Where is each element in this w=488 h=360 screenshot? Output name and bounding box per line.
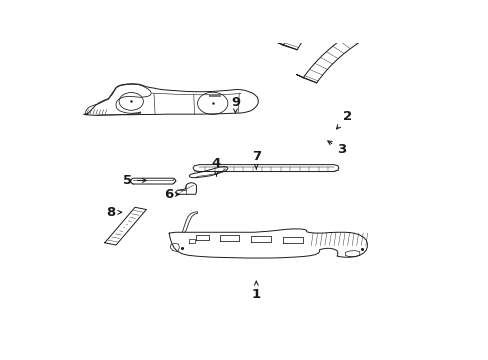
Text: 6: 6 [164,188,179,201]
Text: 5: 5 [122,174,146,187]
Text: 1: 1 [251,281,260,301]
Text: 3: 3 [327,141,346,157]
Text: 7: 7 [251,150,260,169]
Text: 2: 2 [336,110,351,129]
Text: 9: 9 [230,96,240,113]
Text: 4: 4 [211,157,221,176]
Text: 8: 8 [105,206,122,219]
